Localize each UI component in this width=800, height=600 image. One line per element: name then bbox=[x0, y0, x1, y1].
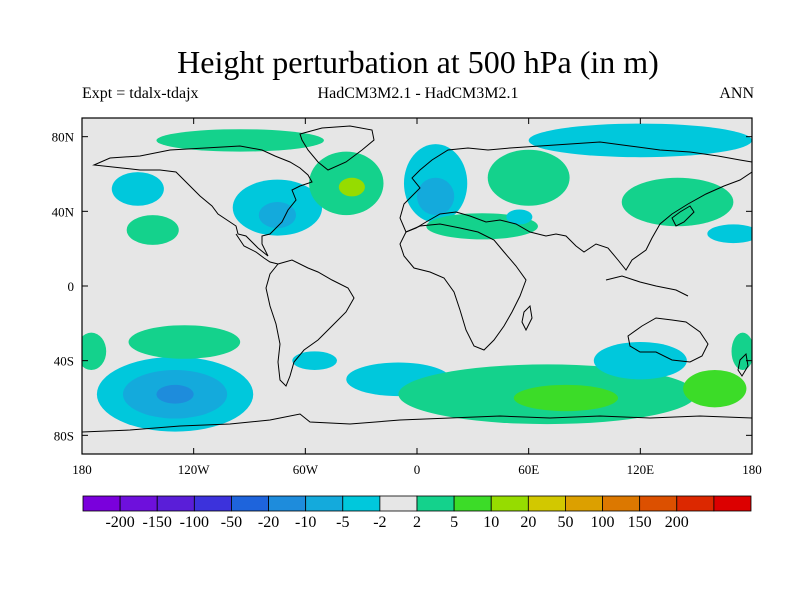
coastline-japan bbox=[671, 205, 695, 227]
colorbar-label-7: -2 bbox=[373, 514, 386, 531]
colorbar-swatch-15 bbox=[639, 495, 678, 512]
colorbar-swatch-11 bbox=[490, 495, 529, 512]
colorbar-label-1: -150 bbox=[143, 514, 172, 531]
colorbar-label-3: -50 bbox=[221, 514, 242, 531]
coastline-greenland bbox=[299, 125, 375, 171]
colorbar-label-6: -5 bbox=[336, 514, 349, 531]
colorbar-swatch-12 bbox=[527, 495, 566, 512]
colorbar-swatch-9 bbox=[416, 495, 455, 512]
y-tick-label-2: 0 bbox=[68, 279, 75, 294]
coastline-central-america bbox=[235, 233, 279, 265]
coastlines bbox=[82, 125, 752, 433]
colorbar-label-12: 50 bbox=[557, 514, 573, 531]
colorbar-label-11: 20 bbox=[520, 514, 536, 531]
x-tick-label-5: 120E bbox=[627, 462, 655, 477]
anomaly-region-19 bbox=[292, 351, 337, 370]
anomaly-region-8 bbox=[417, 177, 455, 216]
colorbar-label-4: -20 bbox=[258, 514, 279, 531]
colorbar-swatch-14 bbox=[602, 495, 641, 512]
x-tick-label-2: 60W bbox=[293, 462, 319, 477]
anomaly-region-0 bbox=[111, 172, 164, 206]
anomaly-region-5 bbox=[338, 177, 365, 197]
colorbar-label-2: -100 bbox=[180, 514, 209, 531]
coastline-antarctica bbox=[82, 413, 752, 433]
anomaly-region-10 bbox=[487, 149, 570, 206]
colorbar-swatch-16 bbox=[676, 495, 715, 512]
experiment-label: Expt = tdalx-tdajx bbox=[82, 85, 199, 102]
coastline-maritime-continent bbox=[605, 275, 689, 297]
colorbar-swatch-2 bbox=[156, 495, 195, 512]
colorbar-label-9: 5 bbox=[450, 514, 458, 531]
colorbar-swatch-4 bbox=[231, 495, 269, 512]
anomaly-region-6 bbox=[126, 215, 179, 245]
anomaly-region-23 bbox=[593, 342, 687, 380]
x-axis-ticks: 180 120W 60W 0 60E 120E 180 bbox=[72, 118, 762, 477]
colorbar-label-10: 10 bbox=[483, 514, 499, 531]
anomaly-fields bbox=[82, 123, 752, 432]
anomaly-region-11 bbox=[506, 209, 533, 225]
anomaly-region-25 bbox=[82, 332, 107, 370]
coastline-madagascar bbox=[521, 304, 533, 332]
colorbar-label-0: -200 bbox=[105, 514, 134, 531]
anomaly-region-18 bbox=[128, 325, 241, 359]
anomaly-region-22 bbox=[513, 384, 619, 412]
anomaly-region-14 bbox=[707, 224, 752, 244]
coastline-south-america bbox=[265, 259, 355, 387]
colorbar-swatch-8 bbox=[379, 495, 418, 512]
colorbar-swatch-10 bbox=[453, 495, 492, 512]
x-tick-label-4: 60E bbox=[518, 462, 539, 477]
x-tick-label-3: 0 bbox=[414, 462, 421, 477]
colorbar-label-8: 2 bbox=[413, 514, 421, 531]
colorbar-swatch-7 bbox=[342, 495, 381, 512]
colorbar-label-13: 100 bbox=[591, 514, 615, 531]
anomaly-region-17 bbox=[156, 384, 194, 404]
model-label: HadCM3M2.1 - HadCM3M2.1 bbox=[317, 85, 519, 102]
colorbar-swatch-5 bbox=[268, 495, 307, 512]
y-tick-label-4: 80S bbox=[54, 428, 74, 443]
anomaly-region-1 bbox=[156, 129, 324, 152]
y-axis-ticks: 80N 40N 0 40S 80S bbox=[52, 130, 752, 443]
colorbar-swatch-3 bbox=[193, 495, 232, 512]
anomaly-region-3 bbox=[258, 202, 297, 229]
colorbar-label-5: -10 bbox=[295, 514, 316, 531]
colorbar: -200 -150 -100 -50 -20 -10 -5 -2 2 5 10 20 50 100 150 2… bbox=[82, 495, 752, 531]
y-tick-label-3: 40S bbox=[54, 354, 74, 369]
colorbar-swatch-13 bbox=[565, 495, 603, 512]
colorbar-label-14: 150 bbox=[628, 514, 652, 531]
coastline-eurasia bbox=[399, 141, 752, 271]
anomaly-region-12 bbox=[528, 123, 752, 158]
colorbar-swatch-6 bbox=[305, 495, 344, 512]
colorbar-swatch-17 bbox=[713, 495, 752, 512]
anomaly-region-24 bbox=[683, 370, 747, 408]
anomaly-region-26 bbox=[731, 332, 752, 370]
anomaly-region-13 bbox=[621, 177, 734, 227]
y-tick-label-0: 80N bbox=[52, 130, 75, 145]
colorbar-label-15: 200 bbox=[665, 514, 689, 531]
x-tick-label-0: 180 bbox=[72, 462, 92, 477]
coastline-africa bbox=[399, 223, 527, 351]
y-tick-label-1: 40N bbox=[52, 204, 75, 219]
x-tick-label-6: 180 bbox=[742, 462, 762, 477]
colorbar-swatch-0 bbox=[82, 495, 121, 512]
map-title: Height perturbation at 500 hPa (in m) bbox=[177, 44, 659, 80]
season-label: ANN bbox=[719, 85, 754, 102]
coastline-australia bbox=[627, 317, 709, 363]
coastline-new-zealand bbox=[737, 352, 749, 377]
colorbar-swatch-1 bbox=[119, 495, 158, 512]
x-tick-label-1: 120W bbox=[178, 462, 211, 477]
coastline-north-america bbox=[92, 145, 313, 257]
